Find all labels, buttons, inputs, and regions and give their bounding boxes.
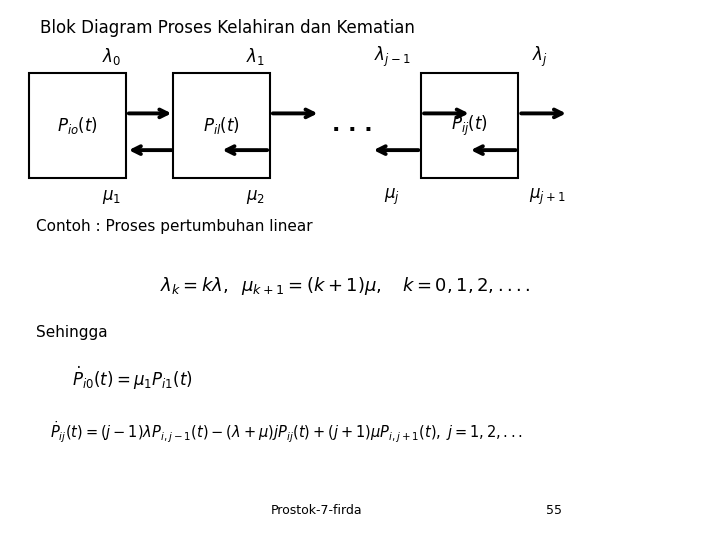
Text: · · ·: · · · [333,119,373,140]
Text: $\mu_1$: $\mu_1$ [102,188,121,206]
Text: $\lambda_k = k\lambda,\;\; \mu_{k+1} = (k+1)\mu, \quad k = 0,1,2,....$: $\lambda_k = k\lambda,\;\; \mu_{k+1} = (… [161,275,531,297]
Text: Contoh : Proses pertumbuhan linear: Contoh : Proses pertumbuhan linear [36,219,312,234]
Text: $P_{il}(t)$: $P_{il}(t)$ [203,115,240,136]
Bar [421,73,518,178]
Text: Blok Diagram Proses Kelahiran dan Kematian: Blok Diagram Proses Kelahiran dan Kemati… [40,19,415,37]
Text: $\lambda_j$: $\lambda_j$ [532,45,548,69]
Text: 55: 55 [546,504,562,517]
Text: $P_{io}(t)$: $P_{io}(t)$ [57,115,98,136]
Bar [29,73,126,178]
Text: Sehingga: Sehingga [36,325,107,340]
Text: $\lambda_0$: $\lambda_0$ [102,46,121,67]
Text: $\mu_2$: $\mu_2$ [246,188,265,206]
Text: $\dot{P}_{ij}(t) = (j-1)\lambda P_{i,j-1}(t) - (\lambda + \mu)jP_{ij}(t) + (j+1): $\dot{P}_{ij}(t) = (j-1)\lambda P_{i,j-1… [50,419,523,445]
Text: $\dot{P}_{i0}(t) = \mu_1 P_{i1}(t)$: $\dot{P}_{i0}(t) = \mu_1 P_{i1}(t)$ [72,364,193,391]
Text: $\lambda_1$: $\lambda_1$ [246,46,265,67]
Text: $\mu_j$: $\mu_j$ [384,187,400,207]
Bar [173,73,270,178]
Text: $\lambda_{j-1}$: $\lambda_{j-1}$ [374,45,410,69]
Text: Prostok-7-firda: Prostok-7-firda [271,504,363,517]
Text: $P_{ij}(t)$: $P_{ij}(t)$ [451,113,488,138]
Text: $\mu_{j+1}$: $\mu_{j+1}$ [529,187,565,207]
